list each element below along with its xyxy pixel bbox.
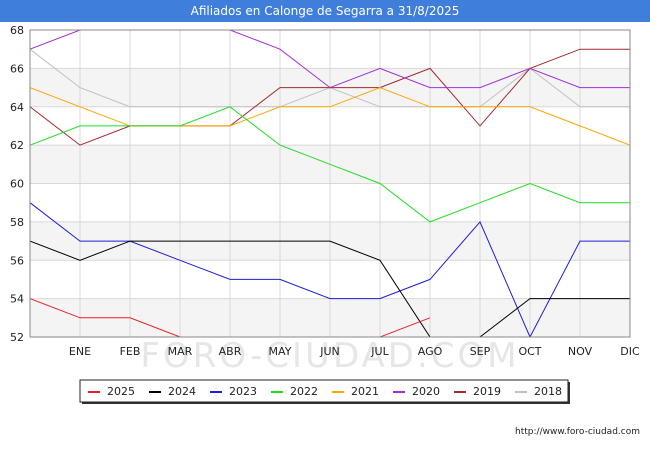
x-tick-label: NOV: [568, 345, 593, 358]
x-tick-label: MAY: [269, 345, 292, 358]
x-tick-label: OCT: [518, 345, 541, 358]
y-tick-label: 66: [10, 62, 24, 75]
y-tick-label: 52: [10, 331, 24, 344]
title-bar: [0, 0, 650, 22]
legend-label-2022: 2022: [290, 385, 318, 398]
x-tick-label: JUN: [319, 345, 340, 358]
x-tick-label: ABR: [219, 345, 242, 358]
y-tick-label: 58: [10, 216, 24, 229]
legend-label-2020: 2020: [412, 385, 440, 398]
series-line-2020: [30, 30, 630, 89]
x-tick-label: SEP: [470, 345, 491, 358]
x-tick-label: DIC: [620, 345, 640, 358]
x-tick-label: ENE: [69, 345, 91, 358]
axes: 52 54 56 58 60 62 64 66 68 ENE FEB MAR ABR MAY JUN JUL A…: [10, 24, 640, 358]
legend-label-2018: 2018: [534, 385, 562, 398]
legend: 2025 2024 2023 2022 2021 2020 2019 2018: [79, 379, 570, 404]
series-lines: [30, 30, 630, 337]
legend-label-2025: 2025: [107, 385, 135, 398]
series-line-2022: [30, 106, 630, 223]
legend-box: [79, 379, 569, 403]
y-tick-label: 64: [10, 101, 24, 114]
x-tick-label: FEB: [120, 345, 141, 358]
y-tick-label: 56: [10, 254, 24, 267]
chart-title: Afiliados en Calonge de Segarra a 31/8/2…: [190, 4, 460, 18]
series-line-2024: [30, 240, 630, 337]
plot-frame: [29, 29, 631, 338]
legend-label-2019: 2019: [473, 385, 501, 398]
y-tick-label: 68: [10, 24, 24, 37]
legend-label-2024: 2024: [168, 385, 196, 398]
series-line-2025: [30, 298, 431, 337]
y-tick-label: 54: [10, 293, 24, 306]
watermark: FORO-CIUDAD.COM: [140, 336, 519, 376]
y-tick-label: 62: [10, 139, 24, 152]
y-tick-label: 60: [10, 178, 24, 191]
legend-label-2021: 2021: [351, 385, 379, 398]
source-link[interactable]: http://www.foro-ciudad.com: [515, 427, 640, 437]
x-tick-label: MAR: [168, 345, 193, 358]
legend-label-2023: 2023: [229, 385, 257, 398]
x-tick-label: JUL: [370, 345, 389, 358]
x-tick-label: AGO: [418, 345, 443, 358]
